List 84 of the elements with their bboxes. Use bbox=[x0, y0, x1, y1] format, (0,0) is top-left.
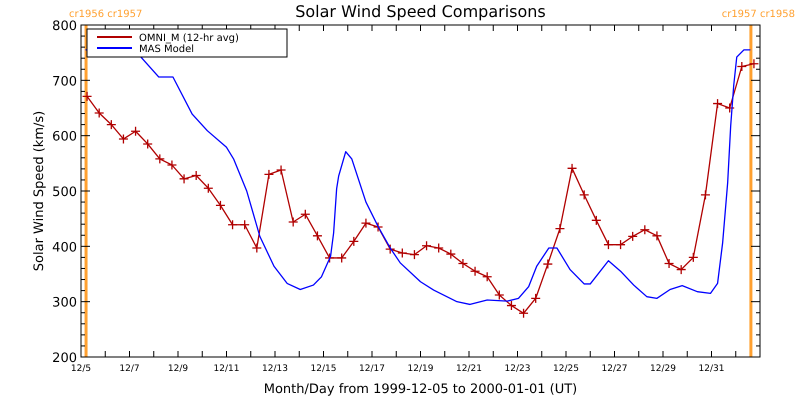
legend-label: OMNI_M (12-hr avg) bbox=[139, 33, 239, 44]
point bbox=[446, 248, 456, 260]
point bbox=[385, 244, 396, 254]
point bbox=[106, 119, 116, 130]
point bbox=[324, 252, 335, 264]
x-tick-label: 12/27 bbox=[602, 364, 628, 374]
y-tick-label: 800 bbox=[52, 19, 77, 34]
point bbox=[409, 249, 420, 260]
point bbox=[142, 138, 153, 150]
point bbox=[178, 174, 190, 184]
point bbox=[154, 154, 165, 164]
x-tick-label: 12/17 bbox=[359, 364, 385, 374]
point bbox=[591, 215, 602, 226]
point bbox=[688, 252, 698, 263]
point bbox=[482, 272, 492, 282]
point bbox=[530, 293, 541, 304]
point bbox=[82, 91, 92, 102]
point bbox=[336, 252, 347, 264]
x-tick-label: 12/25 bbox=[553, 364, 579, 374]
y-tick-label: 400 bbox=[52, 240, 77, 256]
point bbox=[348, 236, 359, 247]
point bbox=[191, 170, 202, 181]
x-tick-label: 12/13 bbox=[262, 364, 288, 374]
x-tick-label: 12/29 bbox=[650, 364, 676, 374]
point bbox=[434, 242, 444, 254]
point bbox=[724, 102, 735, 114]
y-tick-label: 300 bbox=[52, 296, 77, 311]
x-tick-label: 12/9 bbox=[168, 364, 188, 374]
point bbox=[736, 61, 747, 72]
point bbox=[640, 224, 650, 235]
y-tick-label: 500 bbox=[52, 185, 77, 200]
x-tick-label: 12/15 bbox=[310, 364, 336, 374]
point bbox=[312, 230, 323, 241]
x-tick-label: 12/21 bbox=[456, 364, 482, 374]
x-axis-title: Month/Day from 1999-12-05 to 2000-01-01 (UT) bbox=[264, 382, 578, 397]
x-tick-label: 12/19 bbox=[408, 364, 434, 374]
point bbox=[748, 58, 760, 69]
y-axis-title: Solar Wind Speed (km/s) bbox=[32, 110, 47, 272]
point bbox=[397, 248, 408, 258]
chart-title: Solar Wind Speed Comparisons bbox=[295, 2, 546, 21]
x-tick-label: 12/23 bbox=[504, 364, 530, 374]
y-tick-label: 600 bbox=[52, 130, 77, 145]
point bbox=[94, 108, 104, 118]
point bbox=[360, 218, 372, 228]
point bbox=[130, 126, 141, 136]
point bbox=[203, 183, 214, 194]
x-tick-label: 12/7 bbox=[119, 364, 140, 374]
point bbox=[652, 230, 662, 241]
point bbox=[603, 240, 614, 250]
y-tick-label: 200 bbox=[52, 351, 77, 366]
point bbox=[252, 242, 262, 254]
point bbox=[664, 258, 674, 269]
point bbox=[458, 258, 468, 269]
point bbox=[506, 300, 517, 311]
point bbox=[276, 164, 286, 176]
y-tick-label: 700 bbox=[52, 74, 77, 90]
point bbox=[712, 98, 723, 109]
ref-line-label: cr1957 cr1958 bbox=[722, 9, 795, 20]
point bbox=[166, 160, 178, 170]
legend-label: MAS Model bbox=[139, 44, 194, 55]
x-tick-label: 12/31 bbox=[698, 364, 724, 374]
point bbox=[470, 266, 480, 276]
point bbox=[421, 240, 432, 251]
x-tick-label: 12/5 bbox=[70, 364, 92, 374]
x-tick-label: 12/11 bbox=[214, 364, 240, 374]
ref-line-label: cr1956 cr1957 bbox=[69, 9, 142, 20]
point bbox=[264, 169, 274, 180]
point bbox=[542, 258, 553, 270]
point bbox=[518, 308, 529, 318]
point bbox=[118, 134, 129, 144]
point bbox=[579, 190, 590, 200]
point bbox=[300, 209, 310, 220]
point bbox=[628, 231, 638, 242]
point bbox=[494, 290, 504, 300]
point bbox=[676, 264, 686, 275]
point bbox=[554, 223, 566, 234]
point bbox=[215, 200, 226, 211]
point bbox=[566, 163, 578, 174]
point bbox=[615, 240, 626, 250]
point bbox=[372, 222, 384, 232]
point bbox=[227, 220, 238, 230]
point bbox=[288, 216, 298, 228]
point bbox=[240, 220, 250, 230]
point bbox=[700, 190, 711, 200]
